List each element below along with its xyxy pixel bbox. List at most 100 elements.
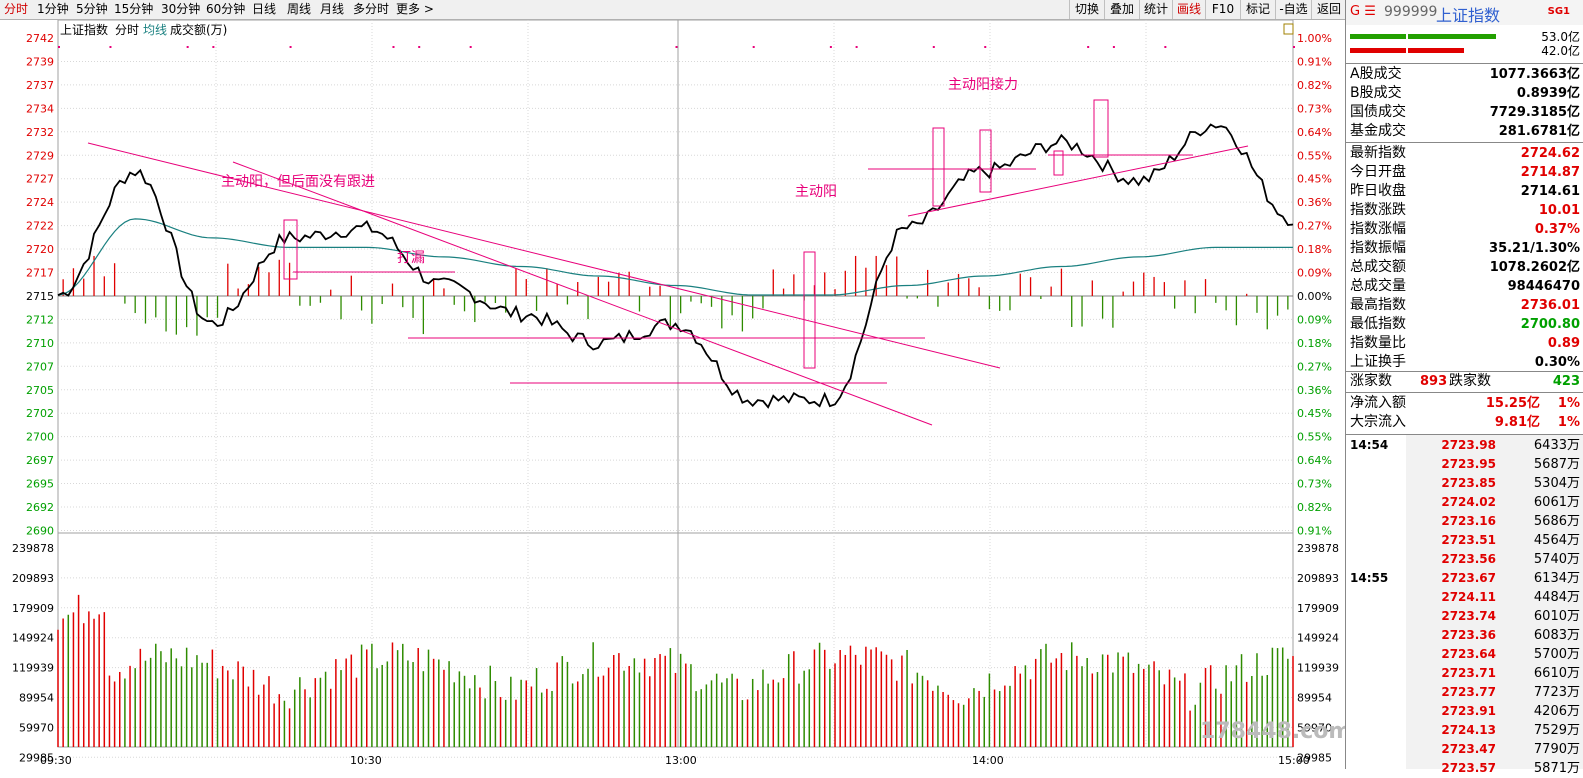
stat-label: 指数量比 — [1350, 335, 1406, 351]
buy-amount: 53.0亿 — [1541, 30, 1580, 44]
pct-tick-label: 0.82% — [1297, 79, 1332, 92]
pct-tick-label: 1.00% — [1297, 32, 1332, 45]
signal-dot — [392, 46, 395, 48]
time-label: 14:00 — [972, 754, 1004, 767]
stat-value: 1078.2602亿 — [1489, 260, 1580, 275]
tick-row: 2724.13 7529万 — [1346, 721, 1583, 740]
price-tick-label: 2705 — [26, 384, 54, 397]
period-tab-9[interactable]: 多分时 — [353, 2, 390, 16]
tick-volume: 6010万 — [1533, 609, 1580, 624]
period-tab-6[interactable]: 日线 — [252, 2, 277, 16]
period-tab-7[interactable]: 周线 — [287, 2, 312, 16]
stat-label: 总成交额 — [1350, 259, 1406, 275]
vol-tick-label-right: 149924 — [1297, 632, 1339, 645]
period-tab-10[interactable]: 更多 > — [396, 2, 434, 16]
tick-price: 2723.67 — [1441, 571, 1496, 585]
security-name[interactable]: 上证指数 — [1436, 6, 1501, 25]
stat-value: 98446470 — [1507, 279, 1580, 294]
stat-label: 总成交量 — [1350, 278, 1406, 294]
vol-tick-label-right: 239878 — [1297, 542, 1339, 555]
turnover-value: 281.6781亿 — [1498, 124, 1580, 139]
tick-row: 2724.11 4484万 — [1346, 588, 1583, 607]
divider — [1346, 142, 1583, 143]
pct-tick-label: 0.64% — [1297, 126, 1332, 139]
pct-tick-label: 0.36% — [1297, 196, 1332, 209]
tick-price: 2723.71 — [1441, 666, 1496, 680]
tick-row: 2723.91 4206万 — [1346, 702, 1583, 721]
toolbar-button-1[interactable]: 叠加 — [1104, 0, 1139, 19]
stat-label: 上证换手 — [1350, 354, 1406, 370]
advance-decline-row: 涨家数 893 跌家数 423 — [1346, 372, 1583, 391]
toolbar-button-6[interactable]: -自选 — [1275, 0, 1311, 19]
tick-row: 2723.16 5686万 — [1346, 512, 1583, 531]
tick-row: 2723.51 4564万 — [1346, 531, 1583, 550]
chart-annotation: 主动阳，但后面没有跟进 — [221, 174, 375, 190]
buy-bar-green-1 — [1350, 34, 1406, 39]
signal-dot — [109, 46, 112, 48]
stat-label: 指数振幅 — [1350, 240, 1406, 256]
tick-volume: 6433万 — [1533, 438, 1580, 453]
pct-tick-label: 0.45% — [1297, 407, 1332, 420]
tick-volume: 4564万 — [1533, 533, 1580, 548]
turnover-value: 7729.3185亿 — [1489, 105, 1580, 120]
pct-tick-label: 0.73% — [1297, 102, 1332, 115]
tick-price: 2723.56 — [1441, 552, 1496, 566]
price-tick-label: 2720 — [26, 243, 54, 256]
period-tab-8[interactable]: 月线 — [320, 2, 345, 16]
tick-price: 2723.91 — [1441, 704, 1496, 718]
pct-tick-label: 0.09% — [1297, 313, 1332, 326]
pct-tick-label: 0.27% — [1297, 220, 1332, 233]
legend-item: 成交额(万) — [170, 22, 227, 37]
vol-tick-label-right: 179909 — [1297, 602, 1339, 615]
tick-volume: 4484万 — [1533, 590, 1580, 605]
signal-dot — [212, 46, 215, 48]
tick-row: 2723.77 7723万 — [1346, 683, 1583, 702]
toolbar-button-2[interactable]: 统计 — [1139, 0, 1172, 19]
pct-tick-label: 0.09% — [1297, 267, 1332, 280]
intraday-chart[interactable]: 上证指数 分时 均线 成交额(万) 2742 1.00% 2739 0.91% 2737 0.82… — [0, 20, 1345, 769]
turnover-label: B股成交 — [1350, 85, 1402, 101]
price-tick-label: 2722 — [26, 220, 54, 233]
period-tab-5[interactable]: 60分钟 — [206, 2, 246, 16]
toolbar-button-0[interactable]: 切换 — [1069, 0, 1104, 19]
signal-dot — [829, 46, 832, 48]
tick-price: 2723.64 — [1441, 647, 1496, 661]
divider — [1346, 371, 1583, 372]
signal-dot — [984, 46, 987, 48]
stat-row-6: 总成交额 1078.2602亿 — [1346, 258, 1583, 277]
stat-label: 指数涨幅 — [1350, 221, 1406, 237]
signal-dot — [186, 46, 189, 48]
flow-pct: 1% — [1557, 415, 1580, 430]
time-label: 13:00 — [665, 754, 697, 767]
vol-tick-label-right: 29985 — [1297, 751, 1332, 764]
stat-value: 10.01 — [1538, 203, 1580, 218]
price-tick-label: 2702 — [26, 407, 54, 420]
stat-value: 2714.87 — [1520, 165, 1580, 180]
expand-icon — [1283, 23, 1294, 35]
toolbar-button-3[interactable]: 画线 — [1172, 0, 1205, 19]
price-tick-label: 2729 — [26, 149, 54, 162]
toolbar-button-5[interactable]: 标记 — [1240, 0, 1275, 19]
stat-row-0: 最新指数 2724.62 — [1346, 144, 1583, 163]
vol-tick-label: 89954 — [19, 692, 54, 705]
signal-dot — [752, 46, 755, 48]
stat-row-4: 指数涨幅 0.37% — [1346, 220, 1583, 239]
time-label: 10:30 — [350, 754, 382, 767]
price-tick-label: 2724 — [26, 196, 54, 209]
period-tab-0[interactable]: 分时 — [4, 2, 29, 16]
period-tab-1[interactable]: 1分钟 — [37, 2, 69, 16]
tick-price: 2723.16 — [1441, 514, 1496, 528]
tick-list-background — [1406, 435, 1583, 769]
toolbar-button-7[interactable]: 返回 — [1311, 0, 1346, 19]
legend-item: 均线 — [143, 23, 167, 37]
drawn-box — [1093, 99, 1109, 158]
period-tab-2[interactable]: 5分钟 — [76, 2, 108, 16]
stat-label: 昨日收盘 — [1350, 183, 1406, 199]
vol-tick-label: 119939 — [12, 662, 54, 675]
flow-label: 净流入额 — [1350, 395, 1406, 411]
pct-tick-label: 0.45% — [1297, 173, 1332, 186]
toolbar-button-4[interactable]: F10 — [1205, 0, 1240, 19]
period-tab-3[interactable]: 15分钟 — [114, 2, 154, 16]
price-tick-label: 2707 — [26, 360, 54, 373]
period-tab-4[interactable]: 30分钟 — [161, 2, 201, 16]
